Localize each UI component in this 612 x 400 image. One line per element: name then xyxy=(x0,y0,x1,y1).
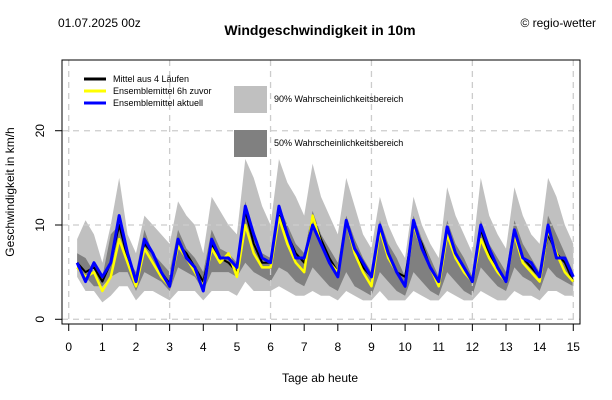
legend-area-swatch-1 xyxy=(234,86,267,113)
probability-bands xyxy=(77,159,574,303)
series-line-3 xyxy=(75,204,575,293)
x-axis: 0 1 2 3 4 5 6 7 8 9 10 11 12 13 14 15 xyxy=(65,324,580,354)
legend-label-3: Ensemblemittel aktuell xyxy=(113,98,203,108)
x-tick-label: 5 xyxy=(234,340,241,354)
legend: Mittel aus 4 Läufen Ensemblemittel 6h zuv… xyxy=(84,74,403,157)
x-tick-label: 11 xyxy=(432,340,445,354)
run-label: 01.07.2025 00z xyxy=(58,16,141,30)
series-lines xyxy=(75,204,575,293)
plot-frame xyxy=(61,59,581,325)
legend-label-1: Mittel aus 4 Läufen xyxy=(113,74,189,84)
x-tick-label: 3 xyxy=(166,340,173,354)
x-tick-label: 7 xyxy=(301,340,308,354)
x-tick-label: 14 xyxy=(533,340,547,354)
x-tick-label: 1 xyxy=(99,340,106,354)
chart-title: Windgeschwindigkeit in 10m xyxy=(224,22,415,38)
y-axis-label: Geschwindigkeit in km/h xyxy=(3,127,17,256)
x-axis-label: Tage ab heute xyxy=(282,371,358,385)
y-tick-label: 0 xyxy=(33,316,47,323)
x-tick-label: 15 xyxy=(567,340,581,354)
x-tick-label: 9 xyxy=(368,340,375,354)
x-tick-label: 0 xyxy=(65,340,72,354)
x-tick-label: 13 xyxy=(499,340,513,354)
legend-area-label-1: 90% Wahrscheinlichkeitsbereich xyxy=(274,94,403,104)
legend-area-label-2: 50% Wahrscheinlichkeitsbereich xyxy=(274,138,403,148)
x-tick-label: 4 xyxy=(200,340,207,354)
x-tick-label: 2 xyxy=(133,340,140,354)
y-tick-label: 10 xyxy=(33,218,47,232)
legend-label-2: Ensemblemittel 6h zuvor xyxy=(113,86,212,96)
source-label: © regio-wetter xyxy=(520,16,596,30)
x-tick-label: 6 xyxy=(267,340,274,354)
x-tick-label: 12 xyxy=(466,340,480,354)
x-tick-label: 8 xyxy=(334,340,341,354)
x-tick-label: 10 xyxy=(398,340,412,354)
legend-area-swatch-2 xyxy=(234,130,267,157)
y-tick-label: 20 xyxy=(33,124,47,138)
y-axis: 0 10 20 xyxy=(33,124,62,323)
